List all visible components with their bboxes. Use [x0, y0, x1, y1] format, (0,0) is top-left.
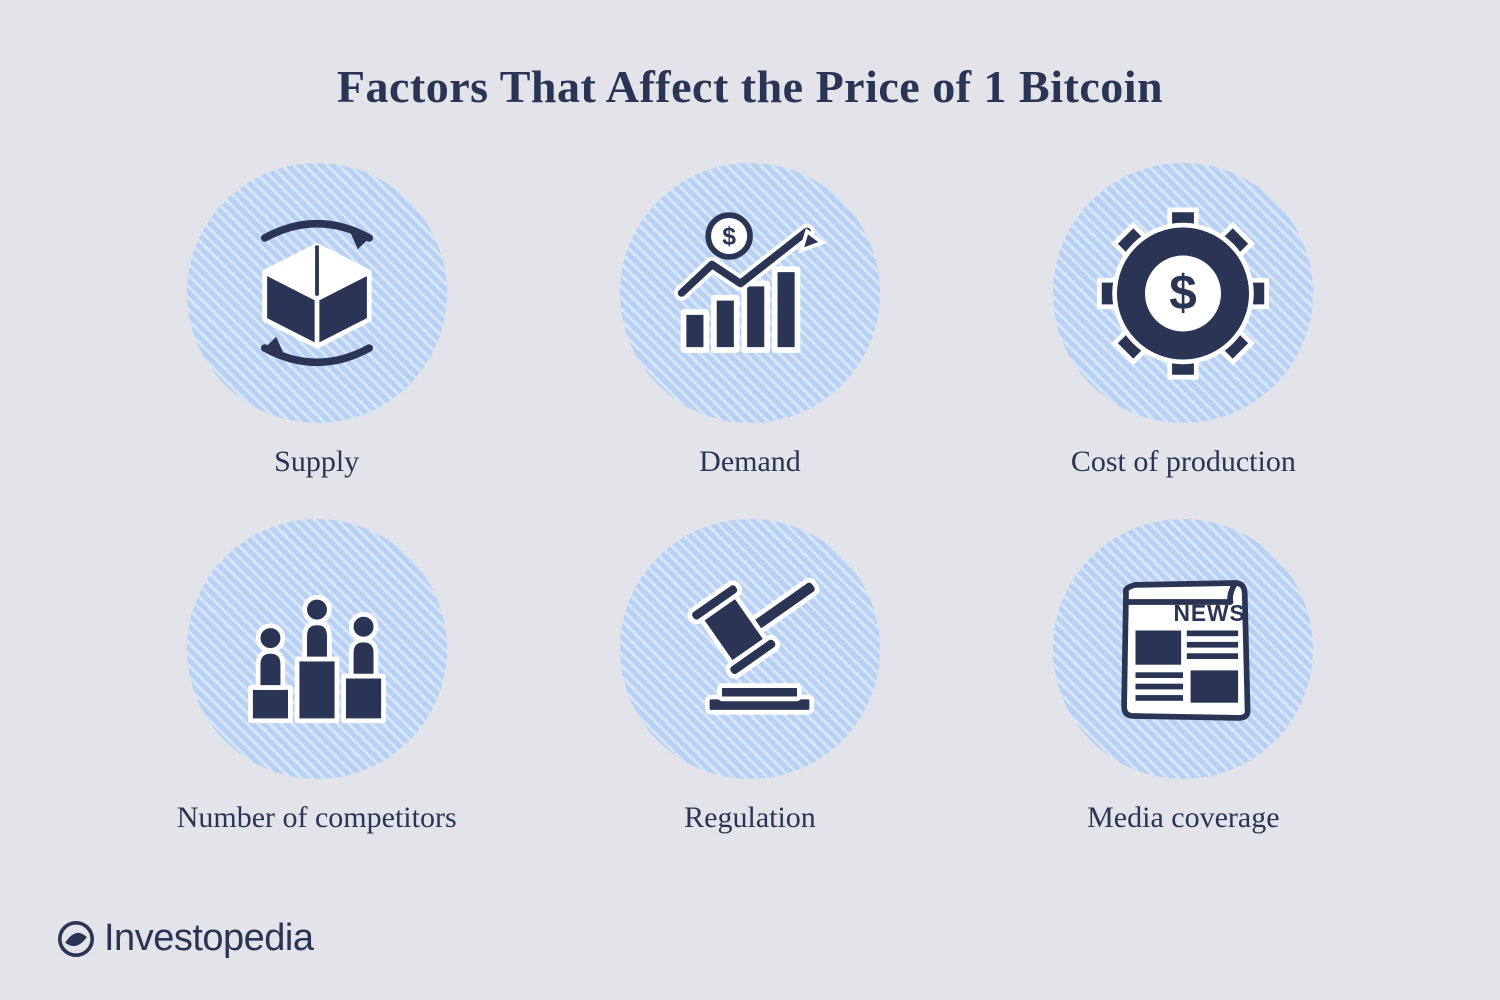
gavel-icon	[655, 554, 845, 744]
factor-label: Supply	[274, 445, 359, 479]
circle-bg: NEWS	[1053, 519, 1313, 779]
factor-label: Regulation	[684, 801, 816, 835]
factor-media: NEWS Media coverage	[1053, 519, 1313, 835]
svg-text:$: $	[722, 224, 736, 251]
svg-text:$: $	[1170, 265, 1197, 320]
circle-bg: $	[620, 163, 880, 423]
circle-bg	[187, 163, 447, 423]
factor-label: Cost of production	[1071, 445, 1296, 479]
factor-competitors: Number of competitors	[177, 519, 457, 835]
brand-logo: Investopedia	[58, 917, 314, 960]
factors-grid: Supply	[0, 113, 1500, 835]
brand-icon	[58, 921, 94, 957]
factor-supply: Supply	[187, 163, 447, 479]
svg-text:NEWS: NEWS	[1174, 600, 1246, 626]
circle-bg	[620, 519, 880, 779]
podium-people-icon	[222, 554, 412, 744]
chart-up-icon: $	[655, 198, 845, 388]
circle-bg	[187, 519, 447, 779]
box-cycle-icon	[222, 198, 412, 388]
page-title: Factors That Affect the Price of 1 Bitco…	[0, 0, 1500, 113]
factor-label: Media coverage	[1087, 801, 1279, 835]
brand-text: Investopedia	[104, 917, 314, 960]
newspaper-icon: NEWS	[1088, 554, 1278, 744]
factor-label: Number of competitors	[177, 801, 457, 835]
factor-regulation: Regulation	[620, 519, 880, 835]
factor-cost: $ Cost of production	[1053, 163, 1313, 479]
gear-dollar-icon: $	[1088, 198, 1278, 388]
circle-bg: $	[1053, 163, 1313, 423]
factor-demand: $ Demand	[620, 163, 880, 479]
factor-label: Demand	[699, 445, 801, 479]
